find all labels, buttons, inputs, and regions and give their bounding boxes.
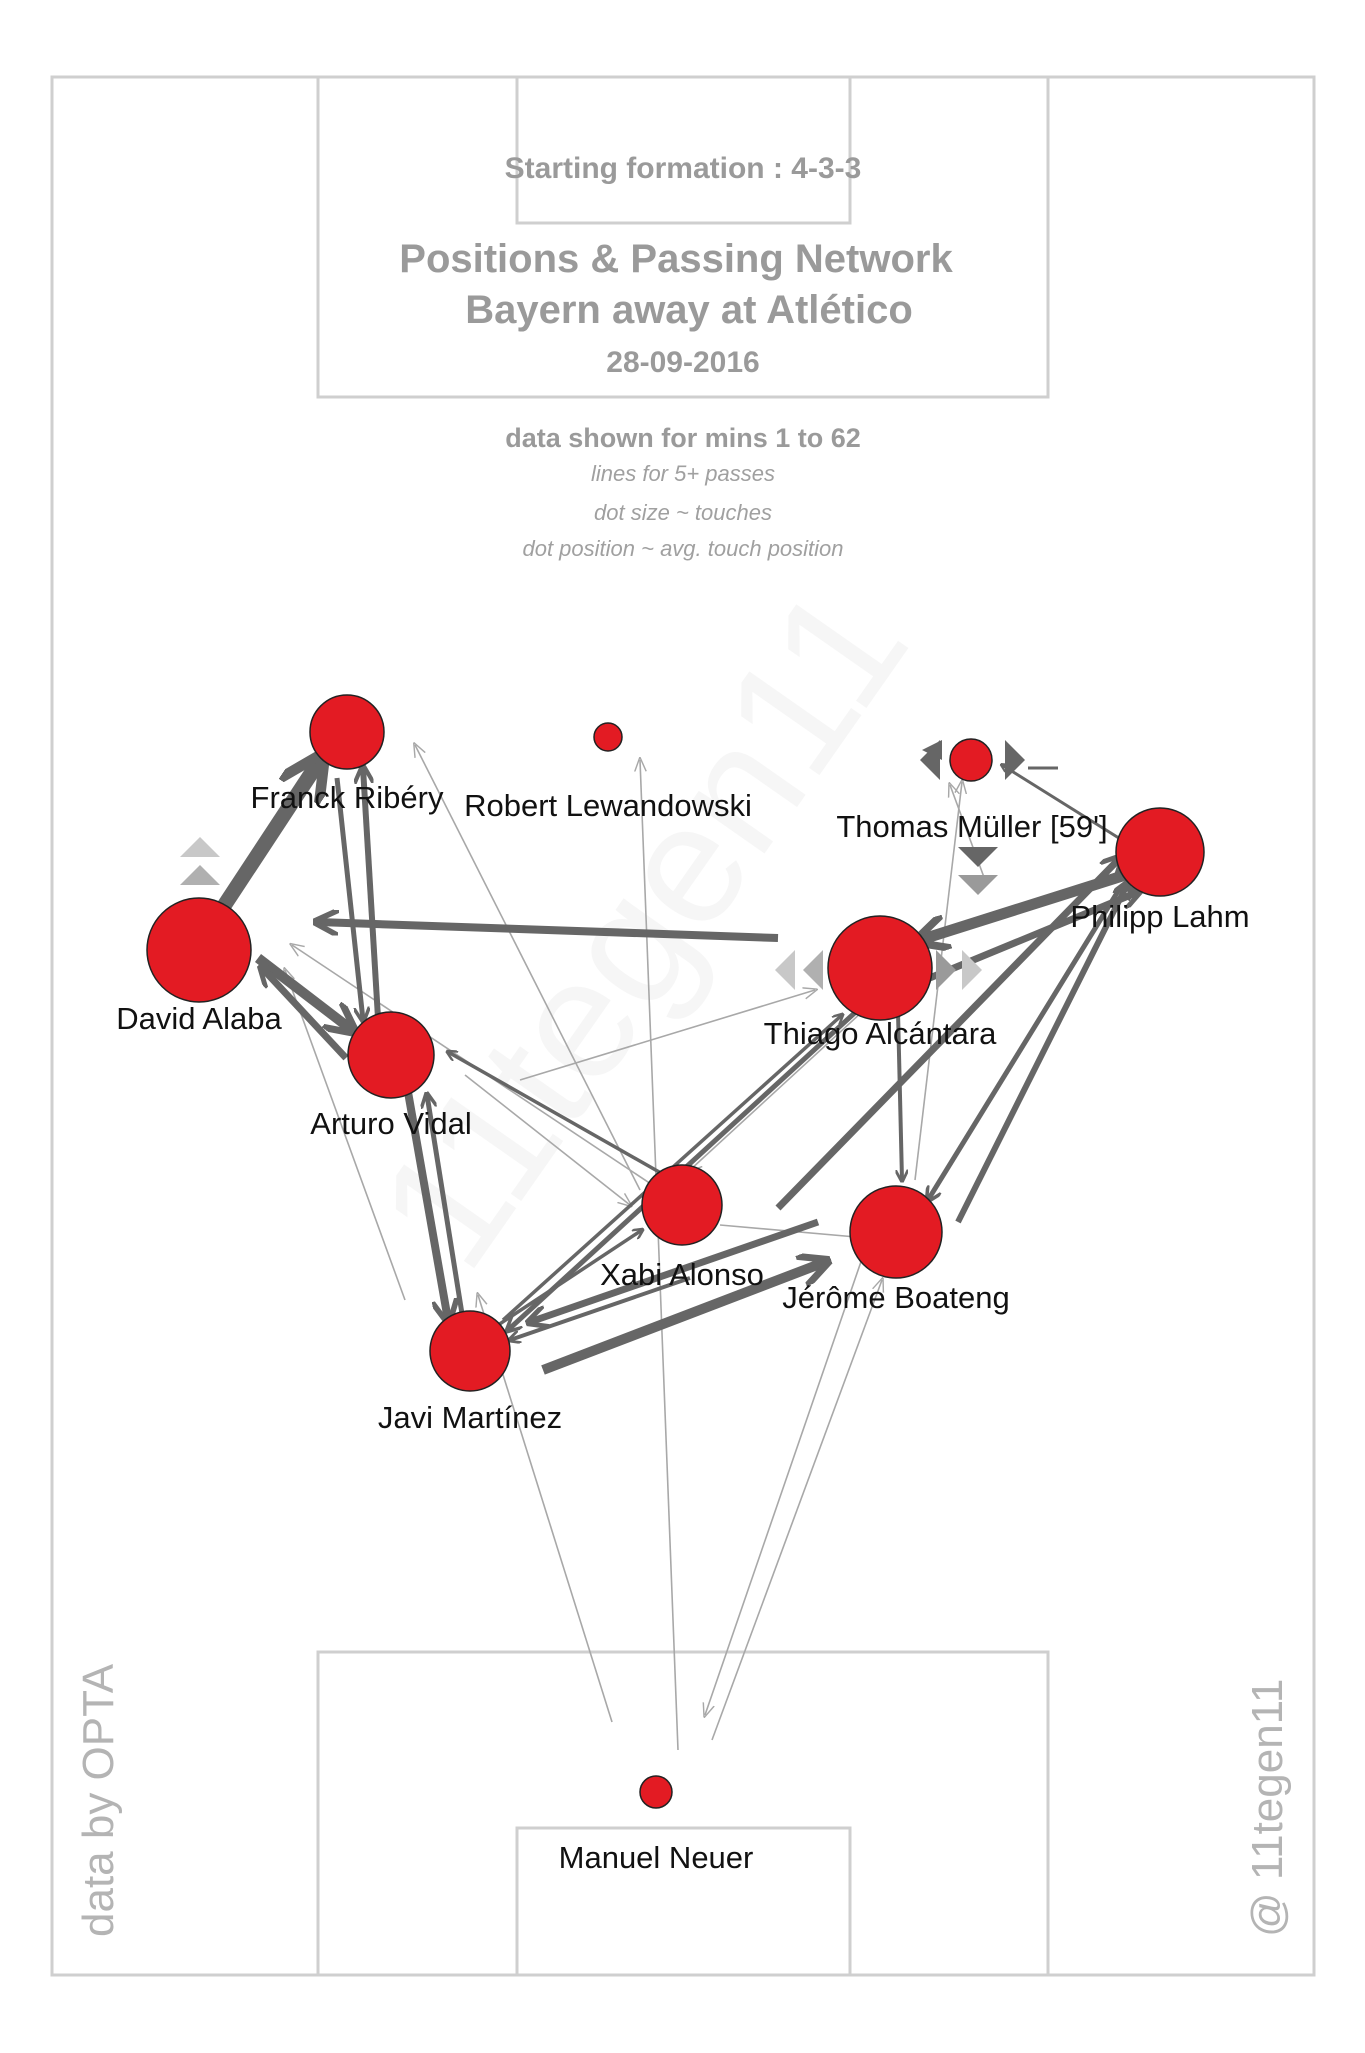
- player-label-vidal: Arturo Vidal: [310, 1106, 471, 1141]
- player-nodes: [146, 694, 1205, 1809]
- pass-line: [1002, 765, 1123, 842]
- right-arrow-icon: [1005, 740, 1025, 780]
- left-arrow-icon: [920, 740, 940, 780]
- player-label-thiago: Thiago Alcántara: [764, 1016, 997, 1051]
- pass-line: [640, 760, 679, 1751]
- pass-line: [262, 968, 349, 1061]
- chart-title-line1: Positions & Passing Network: [399, 237, 953, 281]
- pass-line: [464, 1074, 630, 1205]
- pass-line: [711, 1280, 882, 1741]
- player-node-ribery: [309, 694, 385, 770]
- author-credit: @ 11tegen11: [1243, 1679, 1292, 1937]
- pass-line: [920, 866, 1137, 940]
- minutes-note: data shown for mins 1 to 62: [505, 423, 861, 453]
- right-arrow-icon: [936, 950, 956, 990]
- pass-line: [415, 745, 641, 1191]
- bottom-six-yard-box: [515, 1826, 852, 1977]
- pass-line: [928, 886, 1123, 1200]
- pass-line: [404, 1091, 448, 1320]
- pass-line: [530, 1218, 820, 1322]
- player-node-neuer: [639, 1775, 673, 1809]
- player-label-lahm: Philipp Lahm: [1070, 899, 1249, 934]
- pass-line: [211, 760, 320, 920]
- player-node-vidal: [347, 1011, 435, 1099]
- dot-position-note: dot position ~ avg. touch position: [522, 536, 843, 561]
- left-arrow-icon: [775, 950, 795, 990]
- pass-line: [285, 970, 406, 1301]
- pass-line: [898, 1011, 902, 1180]
- down-arrow-icon: [958, 847, 998, 867]
- pass-line: [363, 768, 381, 1019]
- pass-line: [918, 892, 1138, 986]
- player-label-muller: Thomas Müller [59']: [836, 809, 1107, 844]
- down-arrow-icon: [958, 875, 998, 895]
- match-date: 28-09-2016: [606, 346, 759, 379]
- player-label-ribery: Franck Ribéry: [251, 780, 444, 815]
- pass-line: [510, 1276, 691, 1340]
- right-arrow-icon: [962, 950, 982, 990]
- pass-line: [775, 858, 1120, 1211]
- up-arrow-icon: [180, 837, 220, 857]
- player-label-lewandowski: Robert Lewandowski: [464, 788, 752, 823]
- player-node-muller: [949, 738, 993, 782]
- pass-line: [318, 922, 779, 942]
- player-label-boateng: Jérôme Boateng: [782, 1280, 1009, 1315]
- player-label-martinez: Javi Martínez: [378, 1400, 562, 1435]
- player-label-alaba: David Alaba: [116, 1001, 282, 1036]
- pass-line: [519, 990, 815, 1081]
- chart-title-line2: Bayern away at Atlético: [465, 288, 913, 332]
- player-node-boateng: [849, 1185, 943, 1279]
- pass-line: [334, 777, 363, 1020]
- pass-line: [427, 1095, 466, 1321]
- dot-size-note: dot size ~ touches: [594, 500, 772, 525]
- player-label-alonso: Xabi Alonso: [600, 1257, 764, 1292]
- player-labels: Franck Ribéry Robert Lewandowski Thomas …: [116, 780, 1249, 1875]
- player-node-alonso: [641, 1164, 723, 1246]
- data-source-credit: data by OPTA: [74, 1663, 123, 1937]
- player-node-thiago: [827, 915, 933, 1021]
- pitch-markings: [50, 75, 1316, 1977]
- player-label-neuer: Manuel Neuer: [559, 1840, 754, 1875]
- status-markers: [180, 740, 1025, 990]
- player-node-lewandowski: [593, 722, 623, 752]
- player-node-alaba: [146, 897, 252, 1003]
- pass-line: [541, 1262, 825, 1375]
- lines-note: lines for 5+ passes: [591, 461, 775, 486]
- up-arrow-icon: [180, 865, 220, 885]
- pass-line: [705, 1249, 866, 1715]
- formation-label: Starting formation : 4-3-3: [505, 152, 862, 185]
- pass-line: [690, 999, 876, 1170]
- player-node-martinez: [429, 1310, 511, 1392]
- bottom-penalty-box: [316, 1650, 1050, 1977]
- left-arrow-icon: [803, 950, 823, 990]
- pass-line: [482, 1230, 642, 1337]
- pass-line: [448, 1052, 683, 1187]
- player-node-lahm: [1115, 807, 1205, 897]
- strong-pass-lines: [211, 760, 1138, 1375]
- pass-line: [955, 883, 1128, 1224]
- top-six-yard-box: [515, 75, 852, 225]
